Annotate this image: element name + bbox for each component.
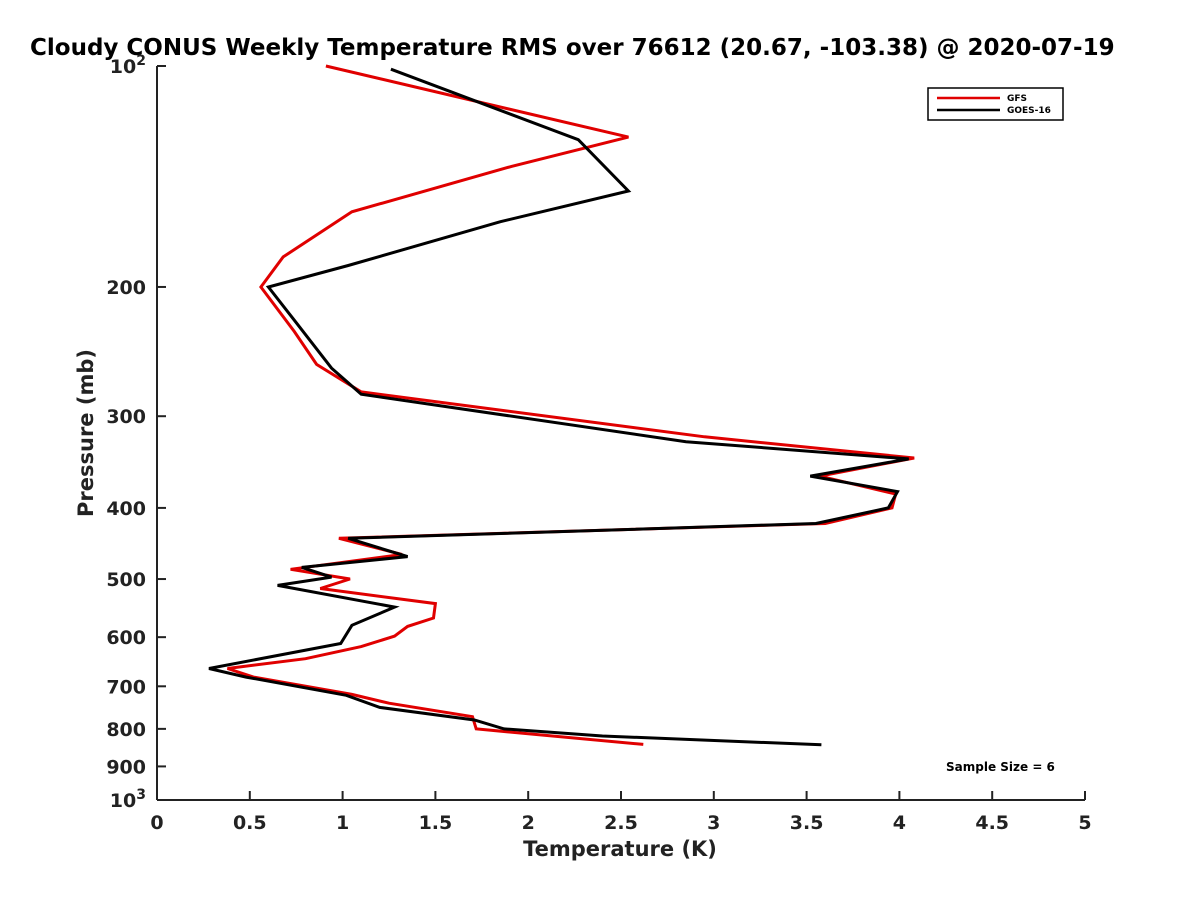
x-tick-label: 2 [522, 812, 535, 834]
x-tick-label: 1 [336, 812, 349, 834]
x-tick-label: 3 [707, 812, 720, 834]
y-tick-label: 600 [106, 627, 146, 649]
x-tick-label: 4.5 [975, 812, 1009, 834]
y-tick-label: 400 [106, 498, 146, 520]
y-tick-label: 300 [106, 406, 146, 428]
y-axis-label: Pressure (mb) [74, 349, 98, 517]
y-tick-label: 103 [110, 787, 146, 812]
x-tick-label: 0.5 [233, 812, 267, 834]
legend: GFS GOES-16 [927, 87, 1064, 121]
legend-label-goes16: GOES-16 [1007, 106, 1051, 116]
x-tick-label: 2.5 [604, 812, 638, 834]
y-tick-label: 200 [106, 277, 146, 299]
sample-size-annotation: Sample Size = 6 [946, 760, 1055, 774]
y-tick-label: 900 [106, 756, 146, 778]
y-tick-label: 500 [106, 569, 146, 591]
x-tick-label: 0 [150, 812, 163, 834]
y-tick-label: 800 [106, 719, 146, 741]
chart-title: Cloudy CONUS Weekly Temperature RMS over… [30, 35, 1115, 61]
y-tick-label: 102 [110, 53, 146, 78]
plot-area: 0 0.5 1 1.5 2 2.5 3 3.5 4 4.5 5 102 200 300 400 500 600 7… [106, 53, 1091, 834]
x-tick-label: 4 [893, 812, 906, 834]
x-tick-label: 3.5 [790, 812, 824, 834]
y-tick-label: 700 [106, 676, 146, 698]
x-axis-label: Temperature (K) [523, 837, 717, 861]
legend-label-gfs: GFS [1007, 94, 1027, 104]
series-line-goes16 [208, 67, 909, 747]
x-tick-label: 5 [1078, 812, 1091, 834]
x-tick-label: 1.5 [419, 812, 453, 834]
legend-box [927, 87, 1064, 121]
